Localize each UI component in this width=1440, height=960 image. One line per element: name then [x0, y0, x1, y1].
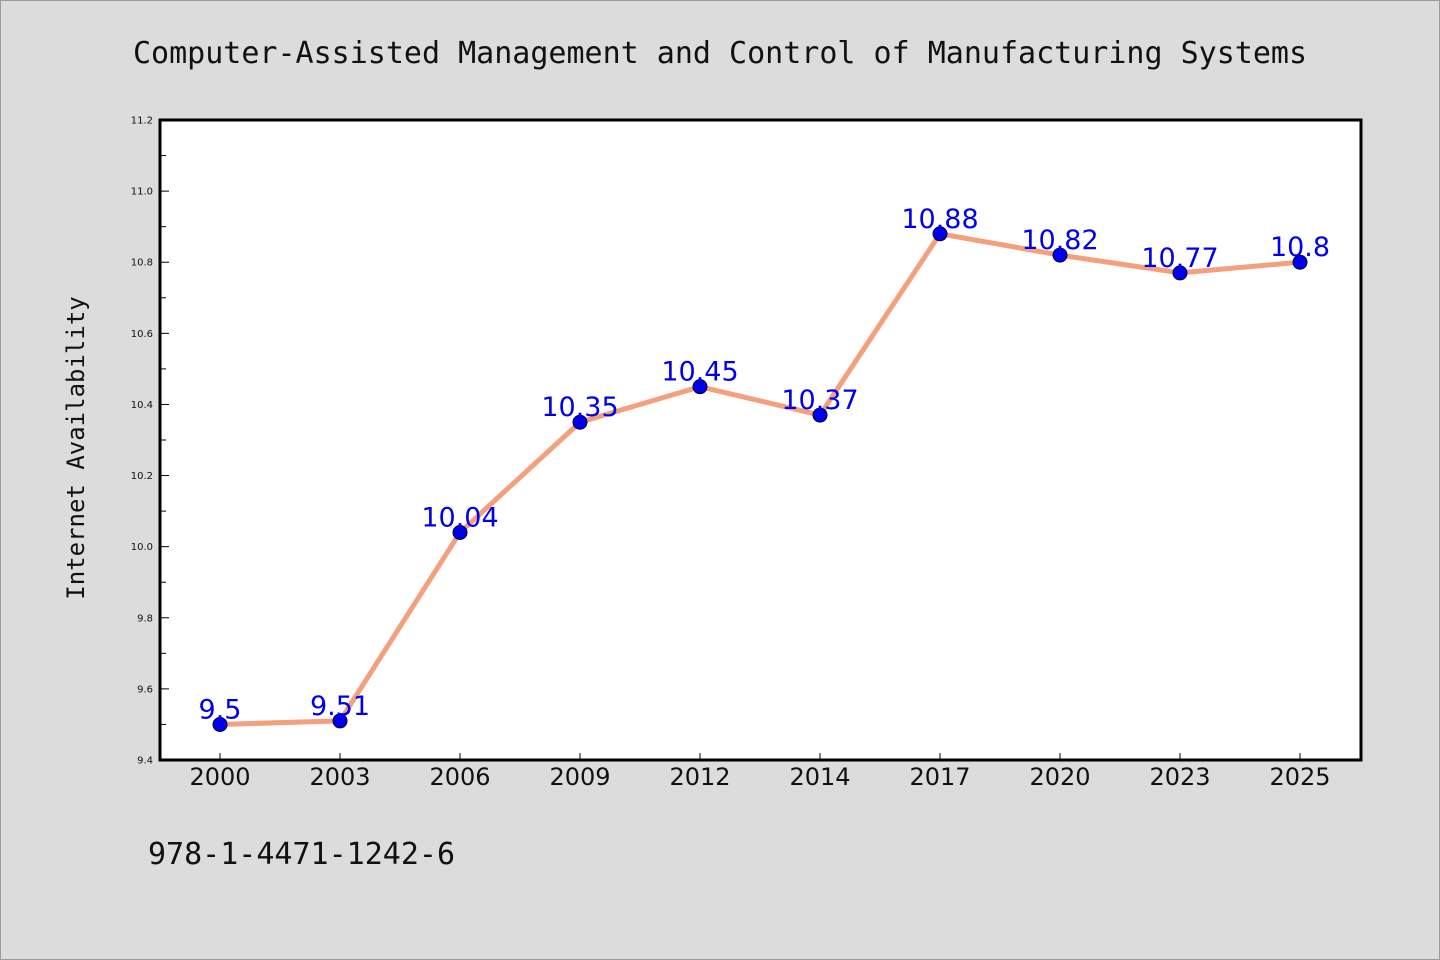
data-point	[692, 379, 708, 395]
data-point	[212, 716, 228, 732]
x-tick-label: 2014	[789, 763, 850, 791]
y-tick-label: 9.4	[137, 756, 153, 767]
data-label: 10.45	[661, 357, 738, 388]
data-label: 10.8	[1270, 232, 1330, 263]
data-point	[1172, 265, 1188, 281]
data-label: 10.82	[1021, 225, 1098, 256]
data-point	[932, 226, 948, 242]
data-label: 9.5	[199, 694, 242, 725]
data-point	[572, 414, 588, 430]
data-label: 10.37	[781, 385, 858, 416]
x-tick-label: 2017	[909, 763, 970, 791]
x-tick-label: 2020	[1029, 763, 1090, 791]
x-tick-label: 2012	[669, 763, 730, 791]
x-tick-label: 2023	[1149, 763, 1210, 791]
chart-title: Computer-Assisted Management and Control…	[133, 36, 1307, 71]
y-tick-label: 9.6	[137, 684, 153, 695]
data-label: 10.35	[541, 392, 618, 423]
data-point	[812, 407, 828, 423]
series-line	[217, 231, 1303, 727]
data-point	[452, 524, 468, 540]
data-point	[1052, 247, 1068, 263]
y-tick-label: 10.4	[131, 400, 153, 411]
y-tick-label: 10.0	[131, 542, 153, 553]
x-tick-label: 2003	[309, 763, 370, 791]
isbn-footer: 978-1-4471-1242-6	[148, 837, 455, 872]
data-point	[332, 713, 348, 729]
x-tick-label: 2025	[1269, 763, 1330, 791]
y-tick-label: 10.8	[131, 258, 153, 269]
x-axis: 2000 2003 2006 2009 2012 2014 2017 2020 2023 2025	[189, 753, 1331, 791]
y-tick-label: 11.2	[131, 116, 153, 127]
data-label: 9.51	[310, 691, 370, 722]
y-tick-label: 9.8	[137, 613, 153, 624]
plot-area	[160, 120, 1361, 760]
data-label: 10.77	[1141, 243, 1218, 274]
data-markers	[212, 226, 1308, 732]
y-tick-label: 11.0	[131, 187, 153, 198]
data-labels: 9.5 9.51 10.04 10.35 10.45 10.37 10.88 10.82 10.…	[199, 204, 1331, 726]
x-tick-label: 2000	[189, 763, 250, 791]
x-tick-label: 2006	[429, 763, 490, 791]
y-tick-label: 10.2	[131, 471, 153, 482]
data-label: 10.88	[901, 204, 978, 235]
data-point	[1292, 254, 1308, 270]
plot-border	[158, 118, 1363, 762]
y-axis-label: Internet Availability	[62, 296, 90, 599]
y-axis: 9.4 9.6 9.8 10.0 10.2 10.4 10.6 10.8 11.0 11.2	[131, 116, 169, 767]
x-tick-label: 2009	[549, 763, 610, 791]
y-tick-label: 10.6	[131, 329, 153, 340]
data-label: 10.04	[421, 502, 498, 533]
